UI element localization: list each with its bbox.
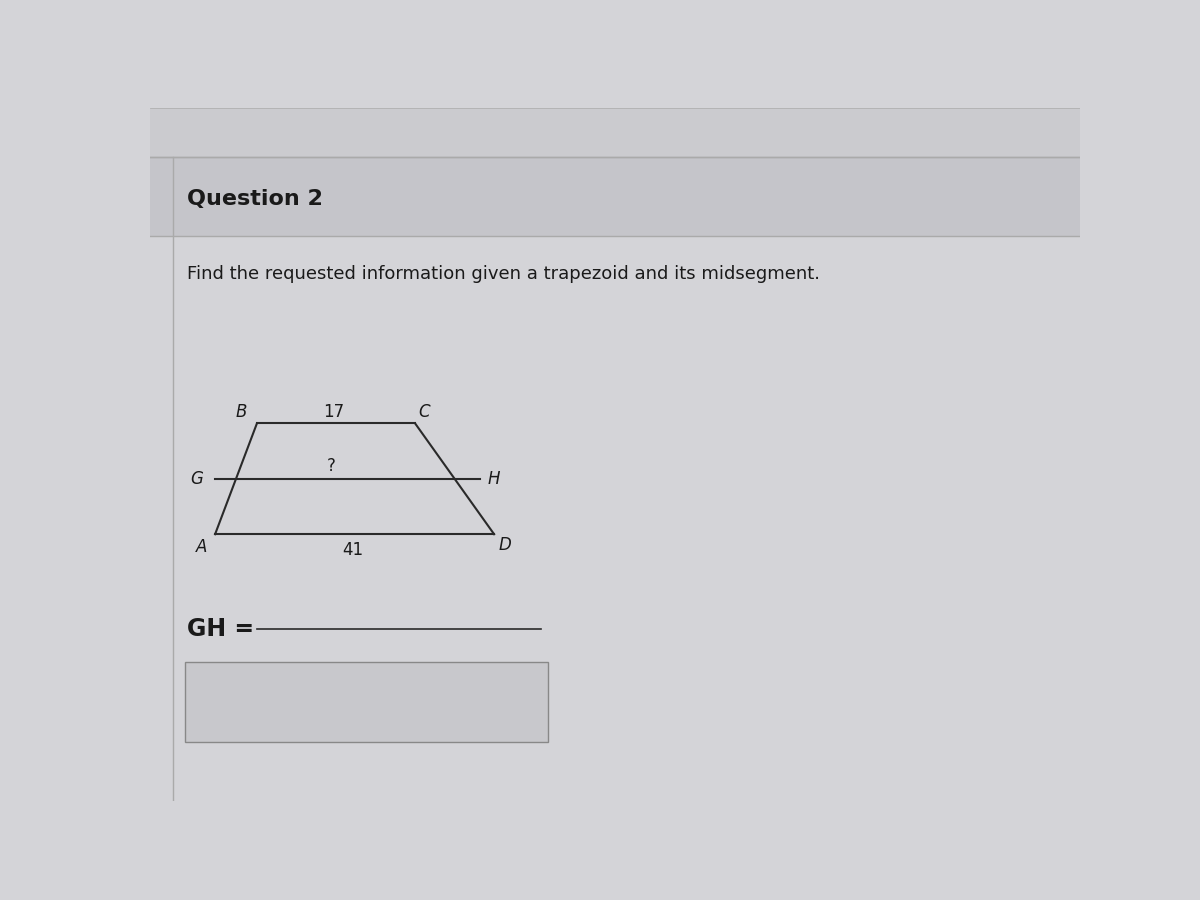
FancyBboxPatch shape — [150, 157, 1080, 236]
Text: G: G — [190, 470, 203, 488]
FancyBboxPatch shape — [150, 108, 1080, 157]
Text: C: C — [419, 402, 430, 420]
Text: D: D — [499, 536, 511, 554]
FancyBboxPatch shape — [185, 662, 548, 742]
Text: H: H — [488, 470, 500, 488]
Text: Find the requested information given a trapezoid and its midsegment.: Find the requested information given a t… — [187, 266, 821, 284]
Text: A: A — [196, 537, 206, 555]
Text: GH =: GH = — [187, 617, 254, 641]
Text: Question 2: Question 2 — [187, 190, 323, 210]
Text: 17: 17 — [324, 402, 344, 420]
Text: ?: ? — [326, 457, 336, 475]
Text: B: B — [235, 402, 247, 420]
Text: 41: 41 — [342, 541, 364, 559]
